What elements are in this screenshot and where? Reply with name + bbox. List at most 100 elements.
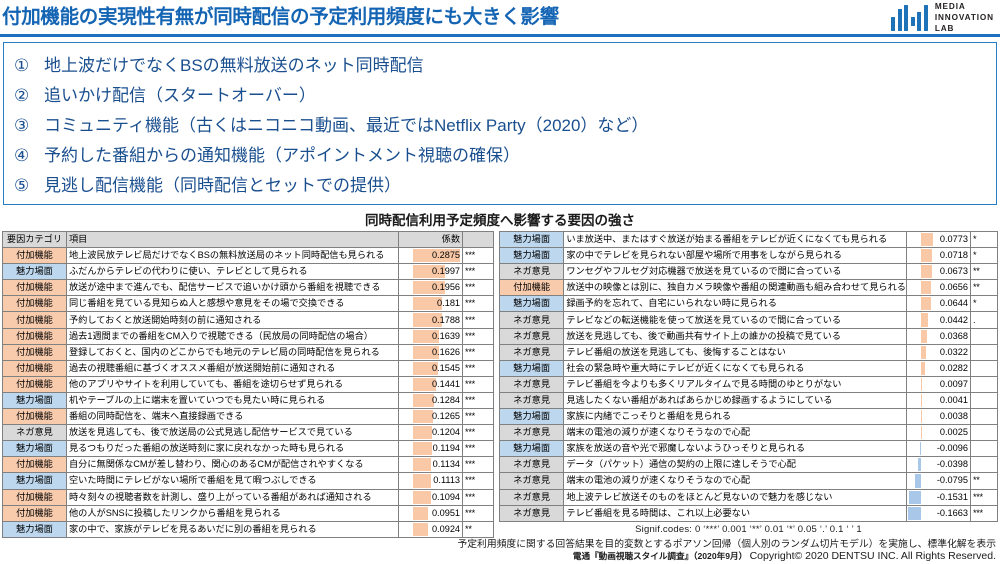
table-row: 魅力場面 ふだんからテレビの代わりに使い、テレビとして見られる 0.1997 *** [2, 263, 494, 281]
cell-item: 放送中の映像とは別に、独自カメラ映像や番組の関連動画も組み合わせて見られる [563, 279, 907, 297]
cell-significance: *** [462, 311, 494, 329]
cell-coefficient: 0.1113 [398, 472, 464, 490]
cell-significance: *** [462, 391, 494, 410]
cell-category: 付加機能 [2, 375, 67, 393]
cell-item: 空いた時間にテレビがない場所で番組を見て暇つぶしできる [65, 472, 400, 490]
coefficient-value: 0.1626 [431, 346, 461, 357]
table-body-right: 魅力場面 いま放送中、またはすぐ放送が始まる番組をテレビが近くになくても見られる 0… [498, 230, 998, 522]
coefficient-value: 0.0773 [939, 234, 968, 245]
feature-list-item: ⑤ 見逃し配信機能（同時配信とセットでの提供） [14, 171, 996, 201]
col-header-item: 項目 [65, 230, 400, 249]
cell-item: 放送が途中まで進んでも、配信サービスで追いかけ頭から番組を視聴できる [65, 279, 400, 297]
coefficient-value: -0.0398 [936, 459, 968, 470]
table-row: 付加機能 他のアプリやサイトを利用していても、番組を途切らせず見られる 0.1441… [2, 375, 494, 393]
cell-category: 付加機能 [498, 279, 565, 297]
logo-text: MEDIA INNOVATION LAB [935, 2, 994, 34]
feature-list-text: 見逃し配信機能（同時配信とセットでの提供） [44, 176, 401, 195]
coefficient-value: 0.0322 [939, 346, 968, 357]
cell-category: 魅力場面 [498, 247, 565, 265]
coefficient-data-bar [920, 233, 934, 247]
cell-category: ネガ意見 [498, 263, 565, 281]
table-row: 付加機能 同じ番組を見ている見知らぬ人と感想や意見をその場で交換できる 0.181 *… [2, 295, 494, 313]
cell-significance [970, 327, 998, 345]
table-row: ネガ意見 見逃したくない番組があればあらかじめ録画するようにしている 0.0041 [498, 391, 998, 410]
cell-coefficient: 0.1626 [398, 343, 464, 361]
cell-significance [970, 456, 998, 474]
cell-significance [970, 440, 998, 458]
cell-significance: *** [462, 504, 494, 522]
coefficient-value: 0.0644 [939, 298, 968, 309]
table-row: ネガ意見 ワンセグやフルセグ対応機器で放送を見ているので間に合っている 0.0673… [498, 263, 998, 281]
cell-category: 魅力場面 [498, 230, 565, 249]
cell-item: 端末の電池の減りが速くなりそうなので心配 [563, 424, 907, 442]
cell-item: テレビ番組を今よりも多くリアルタイムで見る時間のゆとりがない [563, 375, 907, 393]
coefficient-value: 0.1788 [431, 314, 461, 325]
coefficient-value: 0.1545 [431, 362, 461, 373]
coefficient-value: 0.0951 [431, 507, 461, 518]
cell-significance: *** [970, 504, 998, 522]
coefficient-data-bar [920, 281, 932, 295]
cell-coefficient: 0.1284 [398, 391, 464, 410]
coefficient-data-bar [920, 249, 933, 263]
cell-coefficient: 0.0282 [905, 359, 972, 377]
feature-list-number: ④ [14, 146, 30, 165]
table-row: ネガ意見 地上波テレビ放送そのものをほとんど見ないので魅力を感じない -0.1531… [498, 488, 998, 506]
cell-significance [970, 391, 998, 410]
coefficient-data-bar [412, 522, 428, 536]
cell-significance [970, 408, 998, 426]
coefficient-value: 0.0041 [939, 394, 968, 405]
cell-coefficient: 0.1956 [398, 279, 464, 297]
slide-header: 付加機能の実現性有無が同時配信の予定利用頻度にも大きく影響 MEDIA INNO… [0, 0, 1000, 34]
coefficient-data-bar [412, 458, 432, 472]
cell-coefficient: -0.0096 [905, 440, 972, 458]
cell-significance: *** [462, 424, 494, 442]
cell-item: 予約しておくと放送開始時刻の前に通知される [65, 311, 400, 329]
cell-item: 端末の電池の減りが速くなりそうなので心配 [563, 472, 907, 490]
cell-item: 時々刻々の視聴者数を計測し、盛り上がっている番組があれば通知される [65, 488, 400, 506]
cell-coefficient: 0.1204 [398, 424, 464, 442]
feature-list-item: ④ 予約した番組からの通知機能（アポイントメント視聴の確保） [14, 141, 996, 171]
table-row: 魅力場面 机やテーブルの上に端末を置いていつでも見たい時に見られる 0.1284 **… [2, 391, 494, 410]
feature-list-item: ② 追いかけ配信（スタートオーバー） [14, 81, 996, 111]
coefficient-data-bar [412, 506, 429, 520]
cell-coefficient: 0.0656 [905, 279, 972, 297]
coefficient-table-left: 要因カテゴリ 項目 係数 付加機能 地上波民放テレビ局だけでなくBSの無料放送局の… [2, 230, 494, 538]
cell-category: ネガ意見 [498, 456, 565, 474]
feature-list-text: 追いかけ配信（スタートオーバー） [44, 86, 316, 105]
coefficient-value: -0.0096 [936, 443, 968, 454]
col-header-category: 要因カテゴリ [2, 230, 67, 249]
coefficient-data-bar [917, 458, 921, 472]
cell-significance [970, 375, 998, 393]
cell-significance [970, 359, 998, 377]
cell-item: データ（パケット）通信の契約の上限に達しそうで心配 [563, 456, 907, 474]
cell-significance: ** [970, 472, 998, 490]
table-row: 付加機能 放送中の映像とは別に、独自カメラ映像や番組の関連動画も組み合わせて見られ… [498, 279, 998, 297]
cell-category: ネガ意見 [2, 424, 67, 442]
table-body-left: 付加機能 地上波民放テレビ局だけでなくBSの無料放送局のネット同時配信も見られる 0… [2, 247, 494, 538]
cell-category: 付加機能 [2, 311, 67, 329]
coefficient-data-bar [920, 410, 922, 424]
table-row: 付加機能 予約しておくと放送開始時刻の前に通知される 0.1788 *** [2, 311, 494, 329]
cell-item: 地上波テレビ放送そのものをほとんど見ないので魅力を感じない [563, 488, 907, 506]
cell-significance: * [970, 247, 998, 265]
coefficient-data-bar [914, 474, 921, 488]
table-row: ネガ意見 放送を見逃しても、後で動画共有サイト上の誰かの投稿で見ている 0.0368 [498, 327, 998, 345]
table-header-row: 要因カテゴリ 項目 係数 [2, 230, 494, 249]
coefficient-data-bar [920, 329, 927, 343]
coefficient-value: 0.0097 [939, 378, 968, 389]
coefficient-value: 0.1134 [432, 459, 461, 470]
cell-significance: *** [462, 359, 494, 377]
cell-significance: ** [970, 279, 998, 297]
cell-item: ふだんからテレビの代わりに使い、テレビとして見られる [65, 263, 400, 281]
cell-significance: ** [462, 520, 494, 538]
cell-coefficient: 0.0025 [905, 424, 972, 442]
cell-item: 過去の視聴番組に基づくオススメ番組が放送開始前に通知される [65, 359, 400, 377]
cell-significance: *** [970, 488, 998, 506]
coefficient-data-bar [920, 265, 932, 279]
source-text: 電通『動画視聴スタイル調査』（2020年9月） [572, 551, 748, 561]
cell-item: 地上波民放テレビ局だけでなくBSの無料放送局のネット同時配信も見られる [65, 247, 400, 265]
logo-bars-icon [891, 5, 928, 32]
cell-category: 付加機能 [2, 279, 67, 297]
cell-coefficient: 0.1441 [398, 375, 464, 393]
cell-coefficient: 0.0773 [905, 230, 972, 249]
